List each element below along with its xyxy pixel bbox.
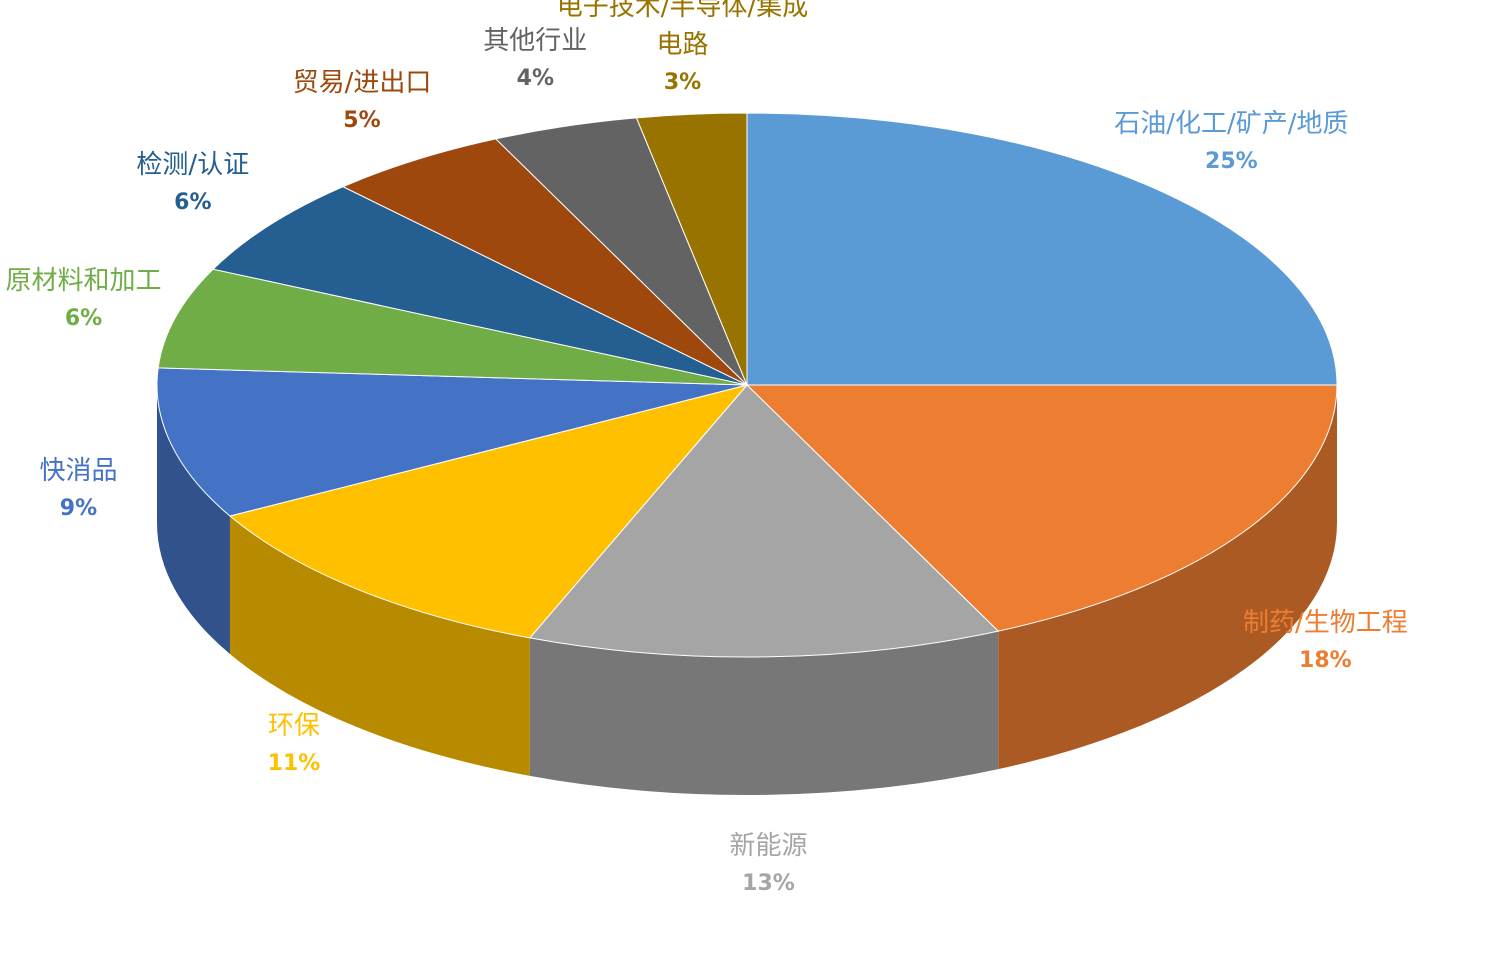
data-label: 环保 11%: [268, 707, 321, 783]
value-label: 3%: [663, 69, 702, 95]
data-label: 制药/生物工程 18%: [1243, 604, 1408, 680]
value-label: 11%: [267, 751, 321, 777]
data-label: 原材料和加工 6%: [6, 262, 162, 338]
data-label: 贸易/进出口 5%: [293, 64, 432, 140]
slice-side: [998, 385, 1337, 770]
value-label: 6%: [64, 305, 103, 331]
category-label: 电子技术/半导体/集成电路: [556, 0, 809, 60]
data-label: 快消品 9%: [39, 452, 117, 528]
category-label: 制药/生物工程: [1242, 608, 1408, 639]
slice-side: [229, 516, 530, 776]
slice: [635, 112, 748, 386]
value-label: 6%: [174, 189, 212, 215]
slice: [745, 384, 1338, 632]
data-label: 电子技术/半导体/集成电路 3%: [553, 0, 813, 102]
slice: [156, 367, 748, 517]
slice: [157, 268, 748, 386]
category-label: 新能源: [729, 830, 808, 861]
data-label: 其他行业 4%: [483, 22, 587, 98]
value-label: 4%: [516, 65, 554, 91]
slice: [228, 384, 749, 639]
value-label: 5%: [343, 108, 381, 134]
value-label: 25%: [1205, 149, 1258, 175]
category-label: 快消品: [39, 455, 118, 486]
data-label: 石油/化工/矿产/地质 25%: [1114, 105, 1348, 181]
category-label: 原材料和加工: [5, 265, 162, 296]
category-label: 环保: [267, 711, 321, 742]
data-label: 检测/认证 6%: [136, 146, 249, 222]
slice: [341, 138, 748, 386]
value-label: 13%: [742, 870, 795, 896]
category-label: 贸易/进出口: [292, 68, 432, 99]
category-label: 其他行业: [483, 25, 588, 56]
slice: [528, 384, 1000, 658]
category-label: 石油/化工/矿产/地质: [1114, 109, 1349, 140]
value-label: 18%: [1299, 648, 1352, 674]
value-label: 9%: [59, 495, 98, 521]
data-label: 新能源 13%: [730, 827, 808, 903]
slice: [746, 112, 1338, 386]
slice: [212, 186, 748, 386]
slice-side: [529, 631, 999, 795]
category-label: 检测/认证: [136, 149, 250, 180]
